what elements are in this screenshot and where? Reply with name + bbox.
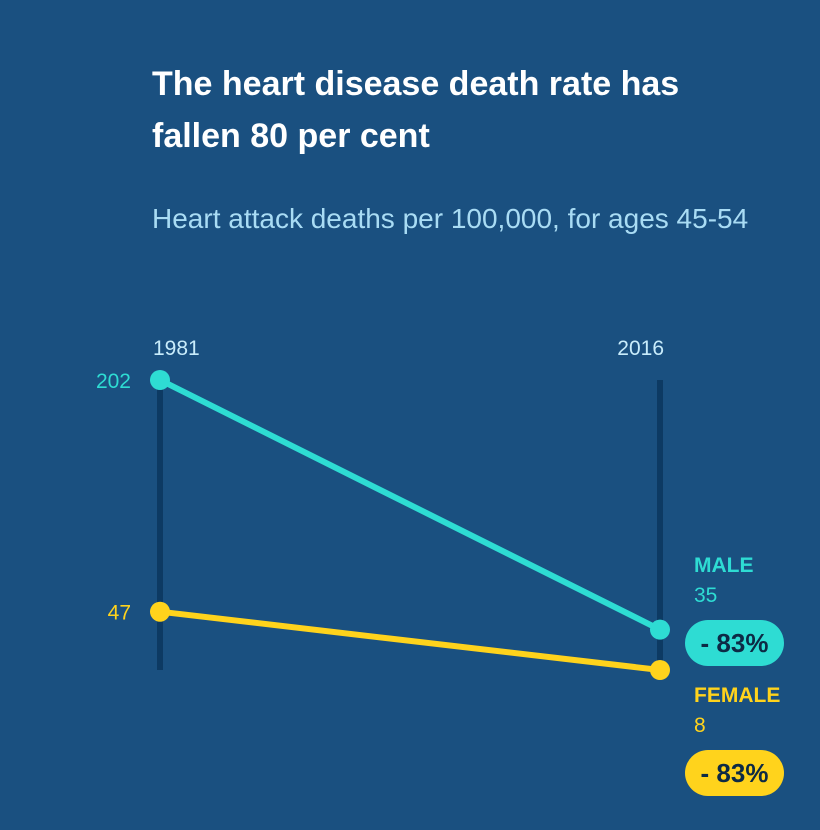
male-value-2016: 35: [694, 584, 718, 607]
male-point-2016: [650, 619, 670, 640]
male-legend-name: MALE: [694, 554, 754, 577]
female-point-1981: [150, 601, 170, 622]
male-point-1981: [150, 370, 170, 390]
female-value-2016: 8: [694, 714, 706, 737]
male-change-badge: - 83%: [685, 620, 784, 666]
male-series-line: [157, 377, 663, 633]
year-label-2016: 2016: [617, 337, 664, 360]
female-change-badge: - 83%: [685, 750, 784, 796]
female-point-2016: [650, 660, 670, 680]
chart-title: The heart disease death rate has fallen …: [152, 65, 680, 155]
female-legend-name: FEMALE: [694, 684, 781, 707]
chart-subtitle: Heart attack deaths per 100,000, for age…: [152, 203, 749, 234]
female-value-1981: 47: [108, 602, 131, 625]
year-label-1981: 1981: [153, 337, 200, 360]
female-series-line: [157, 608, 663, 673]
male-value-1981: 202: [96, 370, 131, 393]
